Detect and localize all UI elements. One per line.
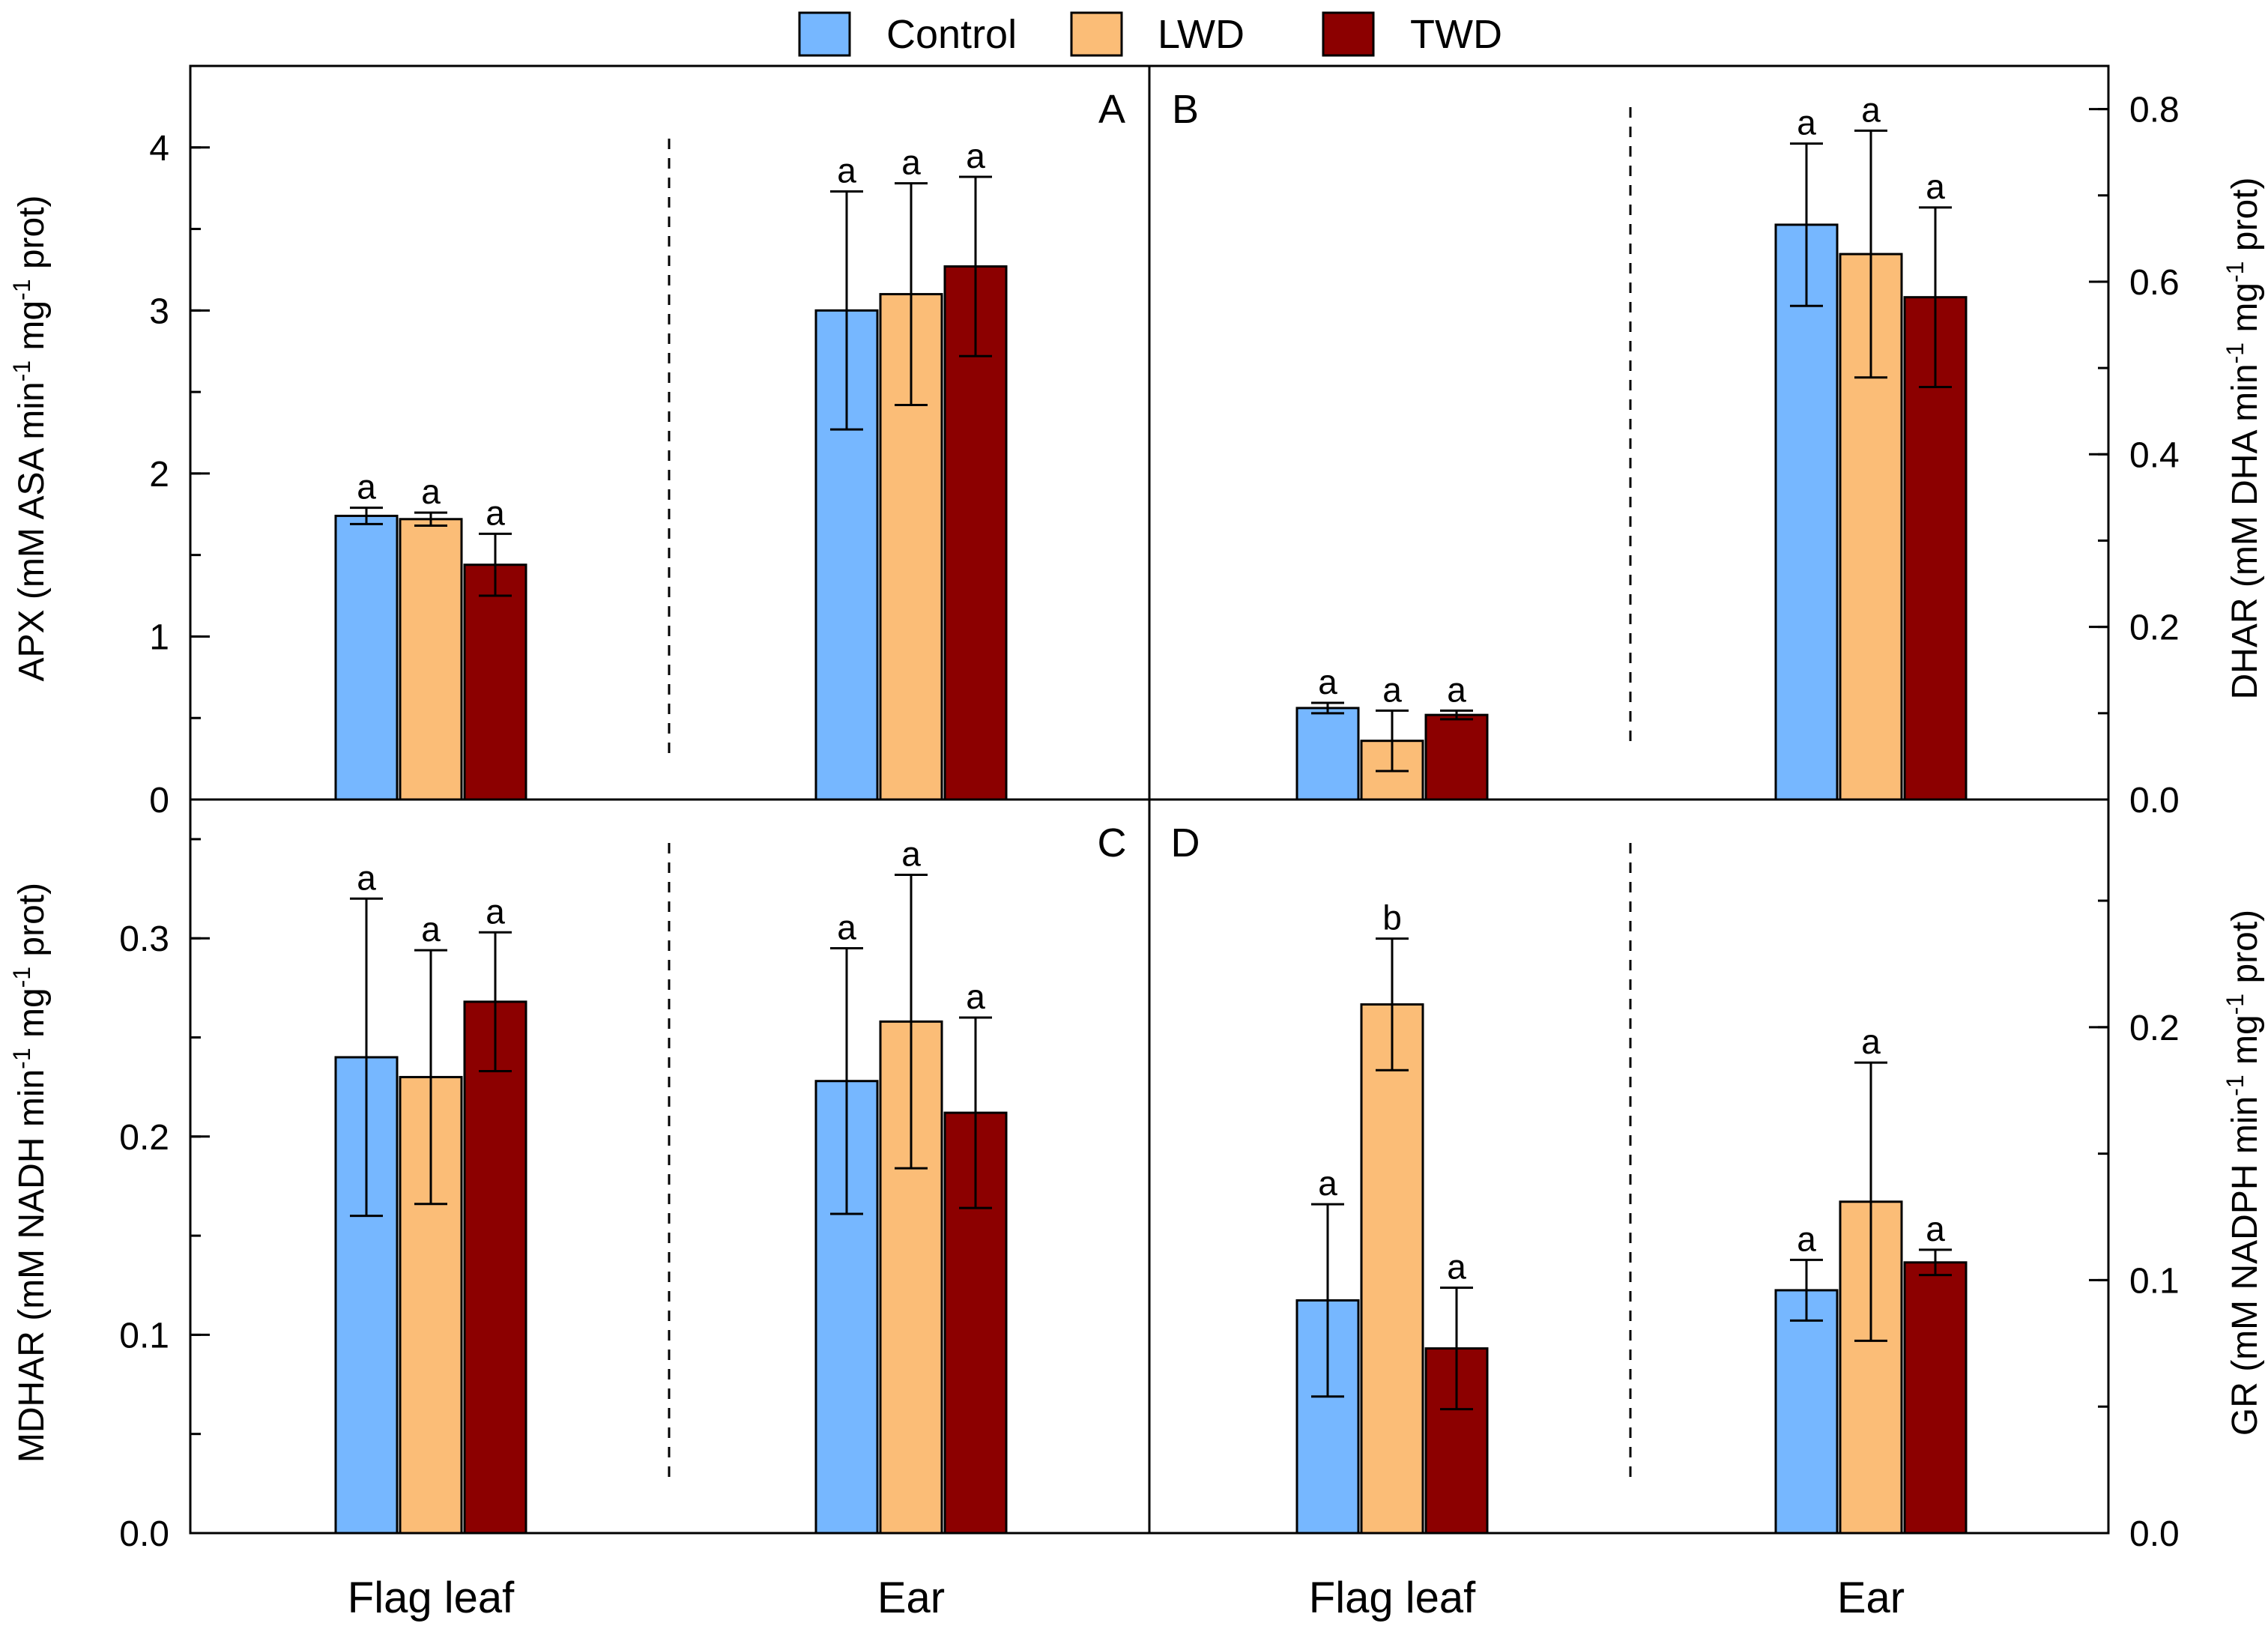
y-tick-label: 4 [149,129,169,169]
legend: Control LWD TWD [798,11,1502,57]
legend-item-lwd: LWD [1070,11,1245,57]
y-tick-label: 0.1 [119,1316,169,1356]
y-tick-label: 0.0 [2129,1514,2180,1554]
significance-letter: a [486,892,505,931]
significance-letter: a [357,468,376,507]
significance-letter: a [1382,670,1402,709]
legend-label-lwd: LWD [1158,12,1245,57]
bar-control [334,514,399,801]
panel-label-a: A [1098,87,1125,132]
significance-letter: a [901,143,921,182]
significance-letter: a [357,858,376,897]
bar-twd [463,563,527,801]
y-tick-label: 0.8 [2129,91,2180,130]
y-tick-label: 0.2 [2129,1009,2180,1048]
y-tick-label: 2 [149,455,169,495]
significance-letter: a [966,977,985,1016]
significance-letter: a [966,136,985,175]
bar-twd [1424,713,1489,801]
y-axis-title-dhar: DHAR (mM DHA min-1 mg-1 prot) [2222,178,2265,700]
bar-control [1774,223,1839,801]
legend-swatch-control [798,11,851,57]
y-tick-label: 0 [149,781,169,820]
significance-letter: a [901,835,921,874]
legend-item-twd: TWD [1322,11,1502,57]
legend-swatch-lwd [1070,11,1123,57]
panel-a: 0 1 2 3 4 Aa a a a a a [149,64,1125,820]
significance-letter: a [1318,1164,1337,1203]
significance-letter: a [1797,103,1816,142]
significance-letter: a [1447,1248,1466,1287]
bar-control [1295,707,1360,801]
bar-control [1774,1289,1839,1535]
y-tick-label: 0.4 [2129,435,2180,475]
significance-letter: a [421,472,441,511]
panel-label-c: C [1098,820,1127,865]
x-category-ear-left: Ear [877,1574,945,1622]
y-tick-label: 0.3 [119,919,169,959]
y-tick-label: 0.2 [2129,608,2180,648]
significance-letter: a [837,907,856,946]
significance-letter: a [837,151,856,190]
significance-letter: a [1926,1209,1945,1248]
x-category-ear-right: Ear [1837,1574,1905,1622]
legend-label-twd: TWD [1410,12,1502,57]
y-axis-title-apx: APX (mM ASA min-1 mg-1 prot) [8,195,52,681]
legend-item-control: Control [798,11,1017,57]
significance-letter: a [1318,662,1337,701]
significance-letter: a [1861,90,1881,129]
bar-lwd [879,293,943,801]
bar-lwd [1360,1003,1424,1535]
y-tick-label: 0.2 [119,1118,169,1158]
panel-d: 0.0 0.1 0.2 Da b a a a a [1171,820,2180,1554]
y-tick-label: 0.0 [2129,781,2180,820]
y-axis-title-gr: GR (mM NADPH min-1 mg-1 prot) [2222,910,2265,1436]
panel-c: 0.0 0.1 0.2 0.3 Ca a a a a a [119,820,1126,1554]
bar-lwd [399,518,463,801]
panel-frame-d [1148,798,2110,1535]
y-axis-title-mdhar: MDHAR (mM NADH min-1 mg-1 prot) [8,883,52,1463]
y-tick-label: 0.0 [119,1514,169,1554]
significance-letter: a [421,910,441,949]
significance-letter: a [1926,167,1945,206]
y-tick-label: 0.1 [2129,1261,2180,1301]
panel-label-d: D [1171,820,1200,865]
y-tick-label: 1 [149,617,169,657]
significance-letter: a [486,493,505,532]
significance-letter: a [1797,1219,1816,1258]
significance-letter: a [1861,1022,1881,1061]
bar-twd [1903,1261,1968,1535]
y-tick-label: 3 [149,291,169,331]
legend-swatch-twd [1322,11,1375,57]
y-tick-label: 0.6 [2129,263,2180,303]
x-category-flag-leaf-left: Flag leaf [348,1574,515,1622]
bar-twd [463,1000,527,1535]
panel-b: 0.0 0.2 0.4 0.6 0.8 Ba a a a a a [1172,87,2180,820]
significance-letter: b [1382,898,1402,937]
legend-label-control: Control [886,12,1017,57]
x-category-flag-leaf-right: Flag leaf [1309,1574,1476,1622]
panel-label-b: B [1172,87,1199,132]
significance-letter: a [1447,670,1466,709]
